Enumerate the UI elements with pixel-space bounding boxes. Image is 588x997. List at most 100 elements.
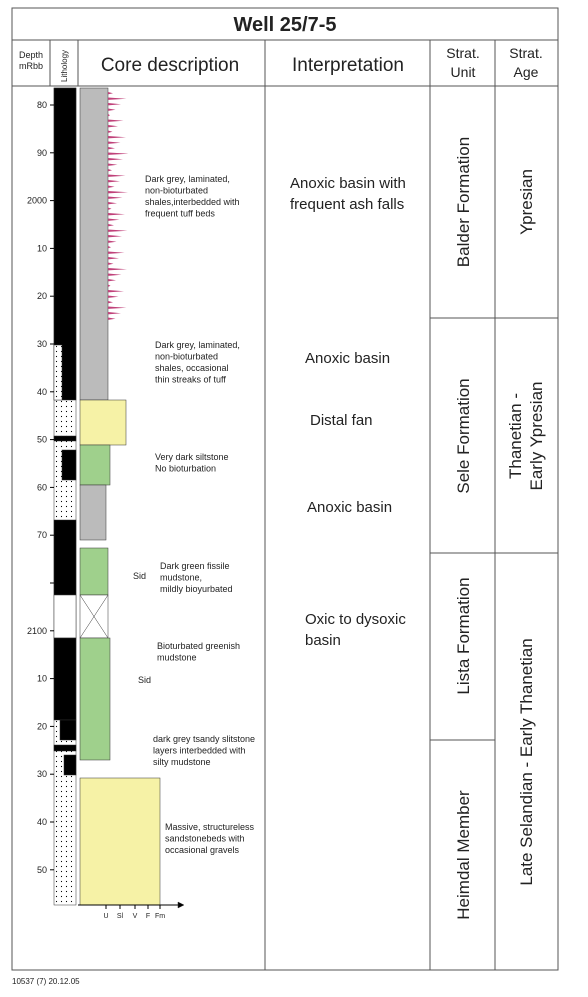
tuff-bed bbox=[108, 284, 111, 287]
core-description: Massive, structureless bbox=[165, 822, 255, 832]
tuff-bed bbox=[108, 246, 111, 249]
tuff-bed bbox=[108, 312, 121, 315]
tuff-bed bbox=[108, 317, 116, 320]
strat-unit: Balder Formation bbox=[454, 137, 473, 267]
tuff-bed bbox=[108, 202, 117, 205]
tuff-bed bbox=[108, 114, 110, 117]
tuff-bed bbox=[108, 290, 124, 293]
interpretation: Distal fan bbox=[310, 412, 373, 429]
tuff-bed bbox=[108, 119, 124, 122]
interpretation: frequent ash falls bbox=[290, 196, 404, 213]
tuff-bed bbox=[108, 152, 129, 155]
log-graphic bbox=[53, 87, 185, 909]
tuff-bed bbox=[108, 257, 119, 260]
depth-label: 20 bbox=[37, 291, 47, 301]
tuff-bed bbox=[108, 97, 127, 100]
interpretation: Anoxic basin bbox=[305, 350, 390, 367]
tuff-bed bbox=[108, 185, 115, 188]
depth-label: 60 bbox=[37, 482, 47, 492]
depth-label: 90 bbox=[37, 148, 47, 158]
core-description: No bioturbation bbox=[155, 464, 216, 474]
tuff-bed bbox=[108, 92, 113, 95]
tuff-bed bbox=[108, 136, 126, 139]
tuff-bed bbox=[108, 295, 119, 298]
tuff-bed bbox=[108, 174, 126, 177]
strat-unit: Heimdal Member bbox=[454, 790, 473, 920]
tuff-bed bbox=[108, 301, 113, 304]
depth-label: 10 bbox=[37, 243, 47, 253]
depth-label: 30 bbox=[37, 769, 47, 779]
title: Well 25/7-5 bbox=[233, 14, 336, 36]
tuff-bed bbox=[108, 158, 123, 161]
depth-label: 40 bbox=[37, 817, 47, 827]
core-description: frequent tuff beds bbox=[145, 209, 215, 219]
tuff-bed bbox=[108, 306, 127, 309]
strat-unit: Sele Formation bbox=[454, 378, 473, 493]
depth-label: 70 bbox=[37, 530, 47, 540]
tuff-bed bbox=[108, 213, 125, 216]
core-description: silty mudstone bbox=[153, 757, 211, 767]
interpretation: Anoxic basin with bbox=[290, 175, 406, 192]
tuff-bed bbox=[108, 268, 127, 271]
strat-unit-header: Strat. bbox=[446, 45, 479, 61]
tuff-bed bbox=[108, 130, 113, 133]
depth-label: 10 bbox=[37, 674, 47, 684]
sid-label: Sid bbox=[133, 571, 146, 581]
tuff-bed bbox=[108, 103, 121, 106]
core-description: Dark grey, laminated, bbox=[145, 174, 230, 184]
core-description: mudstone, bbox=[160, 573, 202, 583]
grain-label: Fm bbox=[155, 913, 165, 920]
grain-label: F bbox=[146, 913, 150, 920]
core-description: non-bioturbated bbox=[155, 352, 218, 362]
tuff-bed bbox=[108, 125, 118, 128]
strat-unit: Lista Formation bbox=[454, 577, 473, 694]
depth-header: Depth bbox=[19, 50, 43, 60]
core-description-header: Core description bbox=[101, 55, 239, 76]
core-description: thin streaks of tuff bbox=[155, 375, 226, 385]
footer: 10537 (7) 20.12.05 bbox=[12, 977, 80, 986]
strat-age: Ypresian bbox=[517, 169, 536, 235]
interpretation: Anoxic basin bbox=[307, 499, 392, 516]
depth-label: 2000 bbox=[27, 196, 47, 206]
strat-age: Late Selandian - Early Thanetian bbox=[517, 638, 536, 885]
depth-header: mRbb bbox=[19, 61, 43, 71]
grain-label: V bbox=[133, 913, 138, 920]
core-description: shales, occasional bbox=[155, 363, 229, 373]
tuff-bed bbox=[108, 279, 116, 282]
tuff-bed bbox=[108, 273, 122, 276]
depth-label: 2100 bbox=[27, 626, 47, 636]
core-description: mudstone bbox=[157, 653, 197, 663]
tuff-bed bbox=[108, 141, 121, 144]
core-description: non-bioturbated bbox=[145, 186, 208, 196]
interpretation-header: Interpretation bbox=[292, 55, 404, 76]
depth-label: 20 bbox=[37, 721, 47, 731]
tuff-bed bbox=[108, 169, 112, 172]
sid-label: Sid bbox=[138, 675, 151, 685]
core-description: dark grey tsandy slitstone bbox=[153, 734, 255, 744]
depth-label: 80 bbox=[37, 100, 47, 110]
lithology-header: Lithology bbox=[60, 50, 69, 82]
tuff-bed bbox=[108, 108, 116, 111]
tuff-bed bbox=[108, 224, 114, 227]
core-description: layers interbedded with bbox=[153, 746, 246, 756]
strat-age: Thanetian - Early Ypresian bbox=[506, 382, 546, 491]
grain-label: U bbox=[103, 913, 108, 920]
tuff-bed bbox=[108, 262, 114, 265]
core-description: mildly bioyurbated bbox=[160, 584, 233, 594]
tuff-bed bbox=[108, 251, 125, 254]
depth-label: 30 bbox=[37, 339, 47, 349]
table-frame bbox=[11, 7, 559, 971]
core-description: Bioturbated greenish bbox=[157, 641, 240, 651]
depth-label: 50 bbox=[37, 865, 47, 875]
tuff-bed bbox=[108, 180, 120, 183]
core-description: sandstonebeds with bbox=[165, 834, 245, 844]
core-description: occasional gravels bbox=[165, 845, 240, 855]
tuff-bed bbox=[108, 163, 118, 166]
core-description: shales,interbedded with bbox=[145, 197, 240, 207]
core-description: Very dark siltstone bbox=[155, 452, 229, 462]
tuff-bed bbox=[108, 240, 117, 243]
strat-age-header: Age bbox=[514, 64, 539, 80]
strat-age-header: Strat. bbox=[509, 45, 542, 61]
